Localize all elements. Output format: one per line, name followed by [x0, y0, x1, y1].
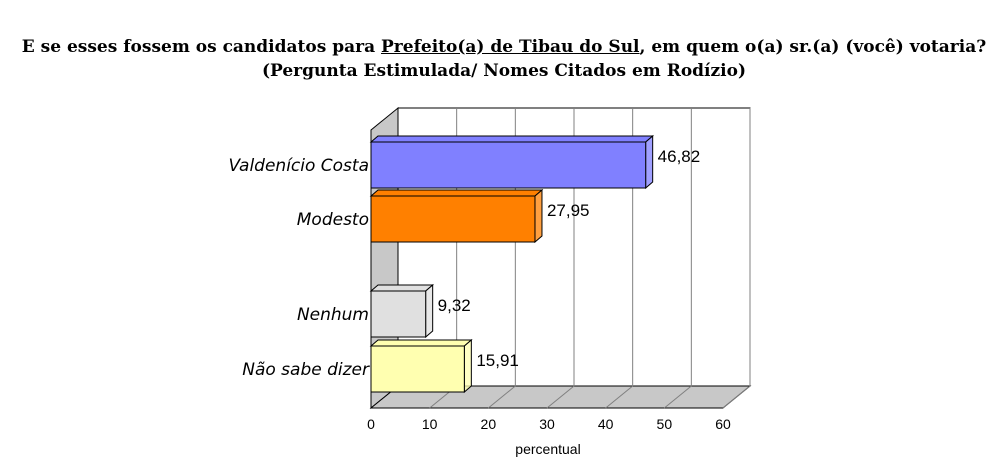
x-tick-label: 60	[715, 416, 731, 432]
bar-side-face	[463, 338, 472, 394]
x-tick-label: 20	[481, 416, 497, 432]
x-tick-label: 10	[422, 416, 438, 432]
chart-title: E se esses fossem os candidatos para Pre…	[0, 37, 1008, 57]
data-label: 27,95	[547, 201, 590, 220]
floor-gridline	[605, 385, 633, 409]
x-tick-label: 0	[367, 416, 375, 432]
data-label: 46,82	[658, 147, 701, 166]
x-axis-label: percentual	[515, 441, 580, 457]
category-label: Não sabe dizer	[242, 360, 370, 380]
chart-subtitle: (Pergunta Estimulada/ Nomes Citados em R…	[262, 61, 746, 81]
bar	[370, 195, 536, 243]
x-tick-label: 50	[657, 416, 673, 432]
category-label: Nenhum	[297, 305, 369, 325]
bar	[370, 345, 465, 393]
title-text-underlined: Prefeito(a) de Tibau do Sul	[381, 37, 640, 57]
bar-side-face	[534, 188, 543, 244]
floor-gridline	[488, 385, 516, 409]
title-text-before: E se esses fossem os candidatos para	[21, 37, 382, 57]
floor-gridline	[664, 385, 692, 409]
x-tick-label: 30	[539, 416, 555, 432]
bar	[370, 290, 427, 338]
bar-top-face	[369, 284, 435, 292]
x-tick-label: 40	[598, 416, 614, 432]
bar-top-face	[369, 189, 544, 197]
bar-top-face	[369, 135, 655, 143]
category-label: Modesto	[297, 210, 369, 230]
floor-gridline	[722, 385, 751, 409]
data-label: 15,91	[476, 351, 519, 370]
bar-side-face	[645, 134, 654, 190]
title-text-after: , em quem o(a) sr.(a) (você) votaria?	[639, 37, 987, 57]
bar-top-face	[369, 339, 473, 347]
floor-gridline	[546, 385, 575, 409]
category-label: Valdenício Costa	[228, 156, 369, 176]
bar	[370, 141, 647, 189]
data-label: 9,32	[438, 296, 471, 315]
bar-side-face	[425, 283, 434, 339]
